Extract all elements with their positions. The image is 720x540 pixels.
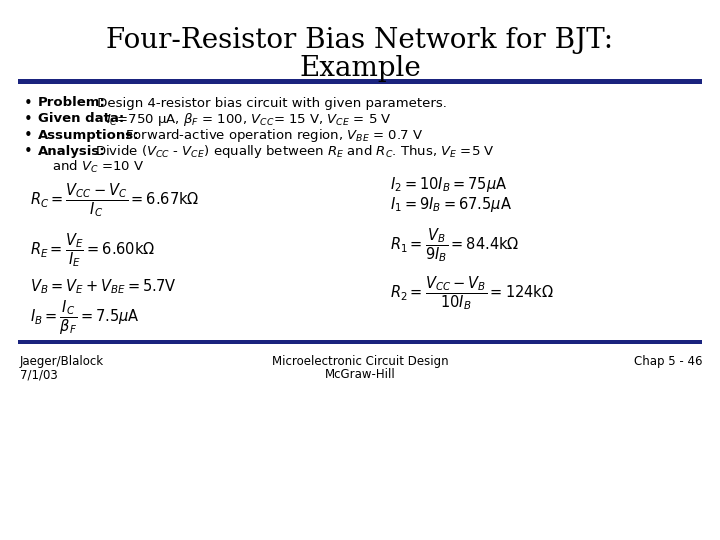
- Text: 7/1/03: 7/1/03: [20, 368, 58, 381]
- Text: and $\mathit{V_C}$ =10 V: and $\mathit{V_C}$ =10 V: [52, 159, 145, 175]
- Text: $R_C=\dfrac{V_{CC}-V_C}{I_C}=6.67\mathrm{k}\Omega$: $R_C=\dfrac{V_{CC}-V_C}{I_C}=6.67\mathrm…: [30, 181, 199, 219]
- Text: •: •: [24, 127, 32, 143]
- Text: Chap 5 - 46: Chap 5 - 46: [634, 355, 702, 368]
- Text: Example: Example: [299, 55, 421, 82]
- Text: $I_B=\dfrac{I_C}{\beta_F}=7.5\mu\mathrm{A}$: $I_B=\dfrac{I_C}{\beta_F}=7.5\mu\mathrm{…: [30, 299, 140, 337]
- Text: $R_E=\dfrac{V_E}{I_E}=6.60\mathrm{k}\Omega$: $R_E=\dfrac{V_E}{I_E}=6.60\mathrm{k}\Ome…: [30, 231, 156, 269]
- Text: Assumptions:: Assumptions:: [38, 129, 140, 141]
- Text: Forward-active operation region, $\mathit{V_{BE}}$ = 0.7 V: Forward-active operation region, $\mathi…: [125, 126, 423, 144]
- Text: Problem:: Problem:: [38, 97, 106, 110]
- Text: •: •: [24, 111, 32, 126]
- Text: Given data:: Given data:: [38, 112, 125, 125]
- Text: Design 4-resistor bias circuit with given parameters.: Design 4-resistor bias circuit with give…: [93, 97, 447, 110]
- Text: $V_B=V_E+V_{BE}=5.7\mathrm{V}$: $V_B=V_E+V_{BE}=5.7\mathrm{V}$: [30, 278, 176, 296]
- Bar: [18, 79, 702, 84]
- Text: $R_2=\dfrac{V_{CC}-V_B}{10I_B}=124\mathrm{k}\Omega$: $R_2=\dfrac{V_{CC}-V_B}{10I_B}=124\mathr…: [390, 274, 554, 312]
- Text: Microelectronic Circuit Design: Microelectronic Circuit Design: [271, 355, 449, 368]
- Text: $I_1=9I_B=67.5\mu\mathrm{A}$: $I_1=9I_B=67.5\mu\mathrm{A}$: [390, 195, 512, 214]
- Text: $R_1=\dfrac{V_B}{9I_B}=84.4\mathrm{k}\Omega$: $R_1=\dfrac{V_B}{9I_B}=84.4\mathrm{k}\Om…: [390, 226, 519, 264]
- Text: •: •: [24, 96, 32, 111]
- Text: $I_2=10I_B=75\mu\mathrm{A}$: $I_2=10I_B=75\mu\mathrm{A}$: [390, 176, 508, 194]
- Text: Analysis:: Analysis:: [38, 145, 106, 158]
- Text: Jaeger/Blalock: Jaeger/Blalock: [20, 355, 104, 368]
- Text: $\mathit{I_C}$=750 μA, $\mathit{\beta_F}$ = 100, $\mathit{V_{CC}}$= 15 V, $\math: $\mathit{I_C}$=750 μA, $\mathit{\beta_F}…: [106, 111, 392, 127]
- Text: •: •: [24, 144, 32, 159]
- Text: McGraw-Hill: McGraw-Hill: [325, 368, 395, 381]
- Text: Divide ($\mathit{V_{CC}}$ - $\mathit{V_{CE}}$) equally between $\mathit{R_E}$ an: Divide ($\mathit{V_{CC}}$ - $\mathit{V_{…: [95, 143, 495, 159]
- Bar: [18, 340, 702, 344]
- Text: Four-Resistor Bias Network for BJT:: Four-Resistor Bias Network for BJT:: [107, 26, 613, 53]
